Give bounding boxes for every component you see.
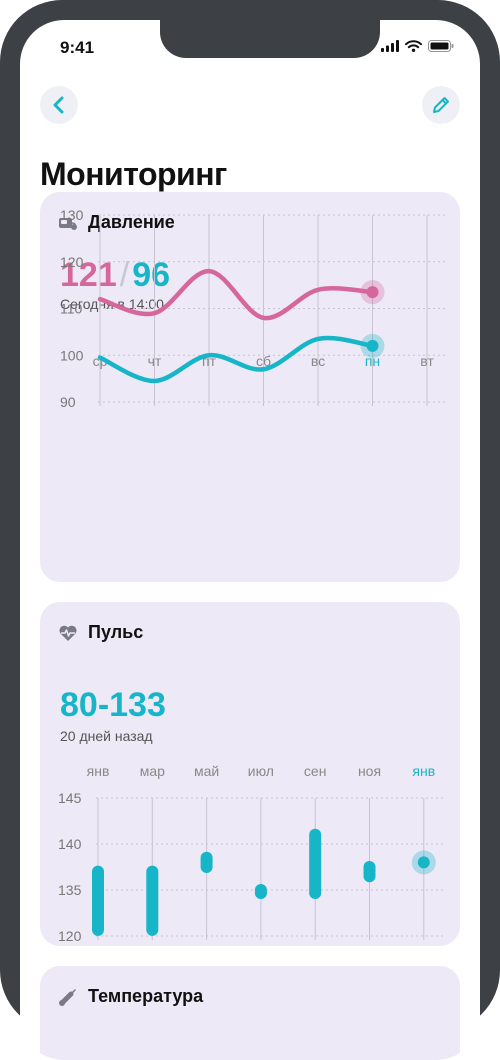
x-tick-label: чт	[148, 353, 162, 369]
notch	[160, 20, 380, 58]
y-tick-label: 145	[58, 790, 82, 806]
wifi-icon	[405, 40, 422, 52]
pulse-subtitle: 20 дней назад	[60, 728, 153, 744]
thermometer-icon	[59, 988, 76, 1006]
range-point	[417, 856, 430, 869]
y-tick-label: 140	[58, 836, 82, 852]
battery-icon	[428, 40, 454, 52]
diastolic-value: 96	[132, 256, 171, 294]
x-tick-label: янв	[87, 763, 110, 779]
series-line	[97, 335, 375, 384]
pulse-card-header: Пульс	[58, 622, 143, 643]
heart-pulse-icon	[59, 625, 77, 641]
edit-button[interactable]	[422, 86, 460, 124]
temperature-card-header: Температура	[58, 986, 203, 1007]
y-tick-label: 100	[60, 347, 84, 363]
x-tick-label: сб	[256, 353, 271, 369]
x-tick-label: пн	[365, 353, 380, 369]
x-tick-label: май	[194, 763, 219, 779]
blood-pressure-icon	[59, 217, 77, 230]
back-button[interactable]	[40, 86, 78, 124]
y-tick-label: 120	[58, 928, 82, 944]
pencil-icon	[433, 97, 449, 113]
temperature-title: Температура	[88, 986, 204, 1006]
temperature-card[interactable]: Температура	[40, 966, 460, 1060]
x-tick-label: сен	[304, 763, 327, 779]
series-end-point	[366, 339, 379, 352]
status-time: 9:41	[60, 38, 95, 57]
pressure-value: 121/96	[60, 256, 170, 295]
x-tick-label: мар	[140, 763, 165, 779]
pressure-separator: /	[119, 256, 130, 294]
status-icons	[381, 40, 454, 52]
pulse-title: Пульс	[88, 622, 144, 642]
y-tick-label: 90	[60, 394, 76, 410]
y-tick-label: 135	[58, 882, 82, 898]
series-end-point	[366, 286, 379, 299]
pressure-card[interactable]: Давление 121/96 Сегодня в 14:00 130 120 11…	[40, 192, 460, 582]
page-title: Мониторинг	[40, 156, 227, 192]
pressure-card-header: Давление	[58, 212, 175, 233]
pressure-title: Давление	[88, 212, 175, 232]
x-tick-label: вс	[311, 353, 325, 369]
x-tick-label: ноя	[358, 763, 381, 779]
y-tick-label: 110	[60, 301, 83, 317]
pulse-chart: 145 140 135 120 янв мар май июл сен ноя янв	[58, 763, 446, 944]
pulse-card[interactable]: Пульс 80-133 20 дней назад 145 140 135 120 я…	[40, 602, 460, 946]
y-tick-label: 130	[60, 207, 84, 223]
y-tick-label: 120	[60, 254, 84, 270]
systolic-value: 121	[60, 256, 117, 294]
screen: 9:41	[20, 20, 480, 1060]
pulse-value: 80-133	[60, 686, 166, 724]
x-tick-label: вт	[420, 353, 434, 369]
signal-icon	[381, 40, 399, 52]
x-tick-label: июл	[248, 763, 274, 779]
x-tick-label: янв	[412, 763, 435, 779]
series-line	[97, 268, 375, 321]
chevron-left-icon	[53, 96, 64, 114]
